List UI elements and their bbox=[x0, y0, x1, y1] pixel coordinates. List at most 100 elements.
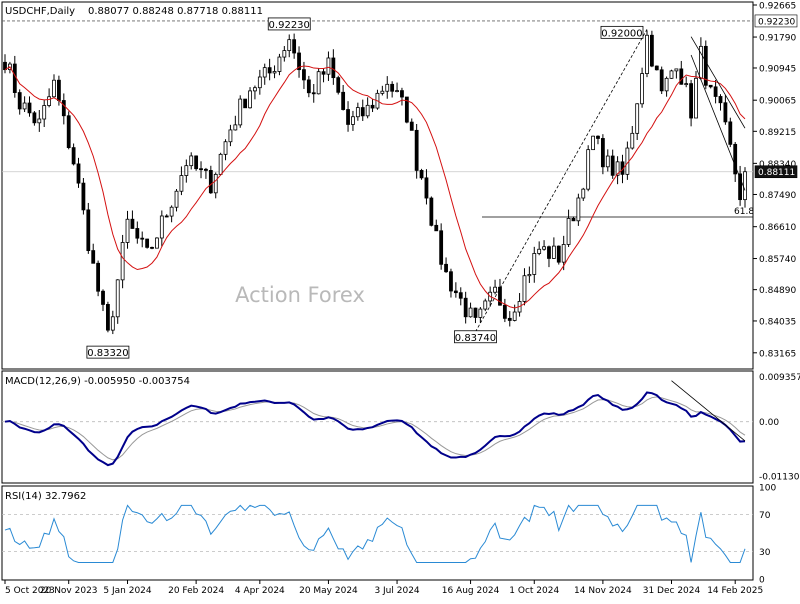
candle-body bbox=[576, 197, 581, 222]
date-tick-label: 16 Aug 2024 bbox=[442, 586, 500, 596]
candle-body bbox=[522, 275, 527, 302]
rising-dashed-trendline bbox=[475, 29, 648, 332]
candle-body bbox=[71, 147, 76, 165]
candle-body bbox=[527, 274, 532, 277]
trendlines bbox=[475, 29, 746, 332]
swing-label: 0.83320 bbox=[87, 348, 128, 359]
candle-body bbox=[694, 77, 698, 119]
candle-body bbox=[218, 153, 223, 175]
candle-body bbox=[502, 304, 507, 319]
rsi-tick-label: 0 bbox=[759, 576, 765, 586]
price-tick-label: 0.87490 bbox=[759, 191, 796, 201]
candle-body bbox=[483, 300, 488, 310]
candle-body bbox=[184, 165, 189, 176]
rsi-panel-frame bbox=[1, 485, 754, 581]
candle-body bbox=[101, 290, 105, 305]
candle-body bbox=[306, 79, 311, 94]
candle-body bbox=[404, 96, 409, 123]
level-label: 0.92230 bbox=[758, 17, 795, 27]
candle-body bbox=[326, 57, 331, 75]
candle-body bbox=[512, 311, 517, 321]
candle-body bbox=[155, 237, 159, 249]
price-tick-label: 0.90945 bbox=[759, 64, 796, 74]
candle-body bbox=[733, 143, 738, 175]
macd-trendline bbox=[671, 380, 746, 442]
price-panel-frame bbox=[1, 1, 754, 370]
candle-body bbox=[453, 290, 458, 294]
candle-body bbox=[248, 90, 252, 109]
candle-body bbox=[424, 177, 429, 199]
candle-body bbox=[238, 98, 243, 126]
candle-body bbox=[213, 173, 218, 194]
candle-body bbox=[537, 248, 542, 254]
candle-body bbox=[645, 34, 649, 74]
candle-body bbox=[468, 307, 473, 318]
candle-body bbox=[635, 103, 640, 134]
price-tick-label: 0.83165 bbox=[759, 349, 796, 359]
fib-label: 61.8 bbox=[734, 207, 754, 217]
candle-body bbox=[282, 50, 287, 58]
macd-series bbox=[4, 380, 746, 467]
candle-body bbox=[698, 45, 703, 79]
candle-body bbox=[640, 73, 644, 105]
candle-body bbox=[86, 209, 91, 251]
candle-body bbox=[179, 175, 184, 192]
price-tick-label: 0.88340 bbox=[759, 160, 796, 170]
macd-tick-label: 0.009357 bbox=[759, 373, 800, 383]
candle-body bbox=[257, 76, 262, 89]
candle-body bbox=[439, 230, 444, 265]
candle-body bbox=[493, 286, 497, 293]
candle-body bbox=[37, 118, 42, 124]
candle-body bbox=[542, 246, 546, 250]
candle-body bbox=[689, 83, 693, 119]
candle-body bbox=[400, 90, 404, 98]
date-tick-label: 5 Oct 2023 bbox=[5, 586, 55, 596]
candle-body bbox=[47, 96, 52, 106]
candle-body bbox=[360, 107, 365, 117]
candle-body bbox=[684, 83, 689, 86]
candle-body bbox=[738, 173, 742, 201]
price-tick-label: 0.84890 bbox=[759, 286, 796, 296]
candle-body bbox=[429, 197, 434, 226]
level-label-box bbox=[754, 165, 798, 179]
candle-body bbox=[615, 161, 620, 176]
candle-body bbox=[253, 87, 257, 92]
candle-body bbox=[547, 246, 551, 259]
candle-body bbox=[302, 69, 306, 81]
swing-label-box bbox=[267, 17, 311, 31]
channel-lower-line bbox=[690, 54, 746, 191]
swing-label: 0.92230 bbox=[269, 20, 310, 31]
y-axis-labels: 0.92665 0.91790 0.90945 0.90065 0.89215 0.883… bbox=[734, 2, 800, 586]
candle-body bbox=[654, 65, 659, 71]
candle-body bbox=[561, 244, 566, 263]
swing-label-box bbox=[86, 345, 130, 359]
candle-body bbox=[17, 92, 22, 110]
candle-body bbox=[478, 308, 483, 318]
date-tick-label: 20 Feb 2024 bbox=[168, 586, 224, 596]
date-tick-label: 4 Apr 2024 bbox=[235, 586, 285, 596]
candle-body bbox=[174, 190, 179, 208]
candle-body bbox=[341, 91, 346, 110]
candle-body bbox=[743, 171, 747, 201]
candle-body bbox=[649, 34, 654, 67]
candle-body bbox=[556, 245, 561, 263]
candle-body bbox=[419, 170, 424, 179]
swing-label: 0.83740 bbox=[455, 333, 496, 344]
price-tick-label: 0.90065 bbox=[759, 97, 796, 107]
price-tick-label: 0.86610 bbox=[759, 223, 796, 233]
candle-body bbox=[169, 206, 174, 217]
candle-body bbox=[42, 105, 47, 120]
candle-body bbox=[713, 86, 718, 97]
candle-body bbox=[297, 52, 301, 71]
candle-body bbox=[703, 45, 708, 86]
candle-body bbox=[106, 304, 110, 331]
candle-body bbox=[723, 102, 728, 123]
candle-body bbox=[365, 104, 370, 117]
candle-body bbox=[189, 155, 194, 167]
date-tick-label: 14 Nov 2024 bbox=[574, 586, 632, 596]
candle-body bbox=[194, 155, 199, 170]
rsi-line bbox=[4, 504, 746, 563]
macd-tick-label: -0.011308 bbox=[759, 473, 800, 483]
